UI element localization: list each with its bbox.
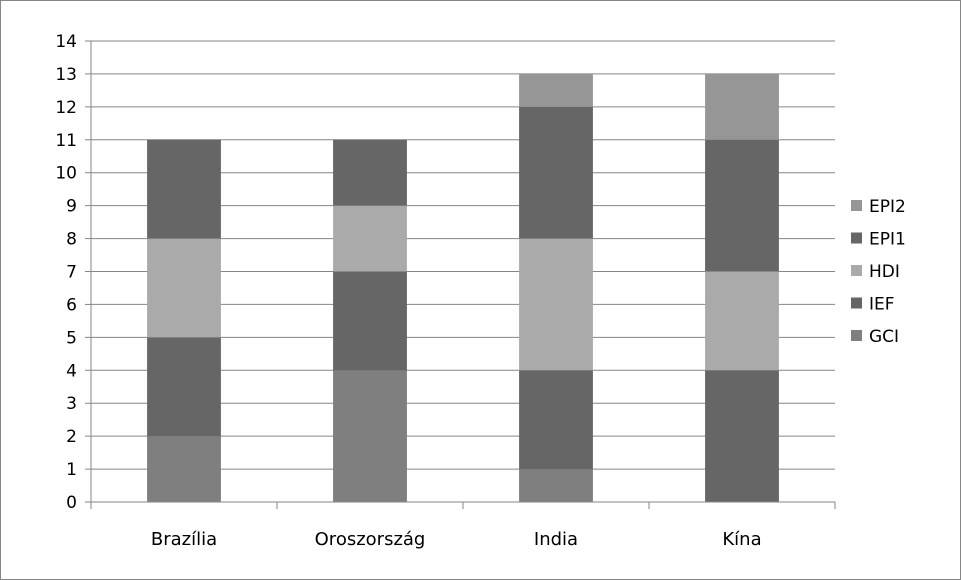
y-tick-label: 6	[66, 295, 77, 315]
bar-epi2-3	[705, 73, 779, 140]
y-tick-label: 5	[66, 328, 77, 348]
bar-ief-3	[705, 370, 779, 502]
legend: EPI2 EPI1 HDI IEF GCI	[851, 197, 906, 347]
bar-gci-2	[519, 469, 593, 502]
legend-label-epi2: EPI2	[869, 197, 906, 217]
bar-epi1-0	[147, 139, 221, 239]
x-category-label: Kína	[722, 529, 761, 550]
y-tick-label: 0	[66, 493, 77, 513]
x-category-label: Oroszország	[315, 529, 426, 550]
legend-swatch-epi2	[851, 200, 862, 211]
bar-ief-1	[333, 271, 407, 371]
legend-label-epi1: EPI1	[869, 230, 906, 250]
legend-label-gci: GCI	[869, 327, 899, 347]
bar-hdi-1	[333, 205, 407, 272]
y-tick-label: 1	[66, 460, 77, 480]
legend-label-ief: IEF	[869, 295, 895, 315]
bar-epi2-2	[519, 73, 593, 107]
y-tick-label: 7	[66, 263, 77, 283]
bar-hdi-3	[705, 271, 779, 371]
bar-gci-1	[333, 370, 407, 502]
axes	[85, 40, 836, 509]
bar-hdi-2	[519, 238, 593, 371]
legend-swatch-epi1	[851, 232, 862, 244]
bar-epi1-1	[333, 139, 407, 206]
y-tick-label: 2	[66, 427, 77, 447]
legend-swatch-ief	[851, 297, 862, 309]
bar-epi1-3	[705, 139, 779, 272]
bar-gci-0	[147, 436, 221, 502]
legend-label-hdi: HDI	[869, 262, 900, 282]
bar-epi1-2	[519, 106, 593, 239]
legend-swatch-hdi	[851, 265, 862, 276]
y-tick-label: 14	[55, 32, 77, 52]
bar-ief-0	[147, 337, 221, 437]
y-tick-label: 13	[55, 65, 77, 85]
legend-swatch-gci	[851, 330, 862, 341]
y-tick-label: 10	[55, 164, 77, 184]
bar-ief-2	[519, 370, 593, 470]
y-tick-label: 3	[66, 394, 77, 414]
bars	[147, 73, 779, 502]
bar-hdi-0	[147, 238, 221, 338]
y-tick-label: 4	[66, 361, 77, 381]
y-tick-label: 8	[66, 230, 77, 250]
y-tick-label: 11	[55, 131, 77, 151]
x-category-labels: Brazília Oroszország India Kína	[151, 529, 762, 550]
x-category-label: Brazília	[151, 529, 217, 550]
y-tick-label: 12	[55, 98, 77, 118]
y-tick-label: 9	[66, 197, 77, 217]
x-category-label: India	[534, 529, 578, 550]
